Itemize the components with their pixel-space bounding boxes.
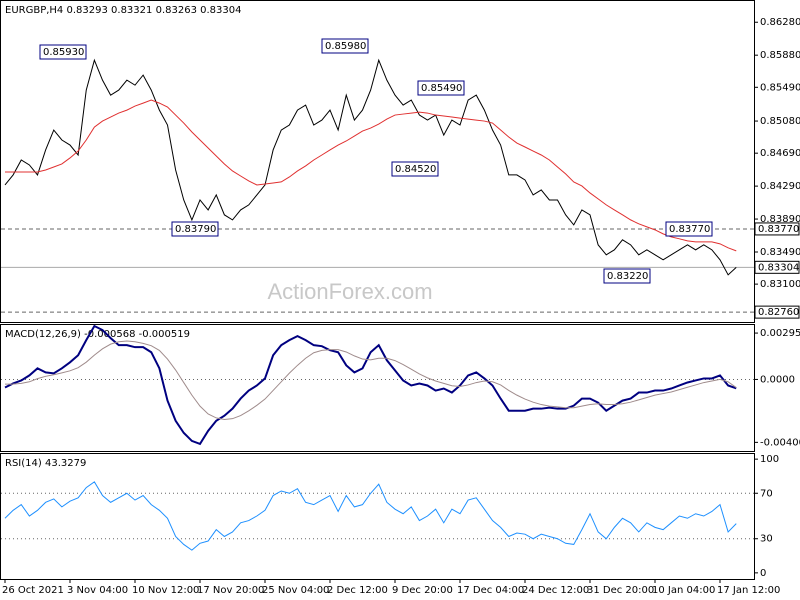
x-tick-label: 3 Nov 04:00 xyxy=(67,585,128,596)
symbol: EURGBP,H4 xyxy=(5,5,63,16)
y-tick-label: 0.85490 xyxy=(760,82,800,93)
y-tick-label: 0.85880 xyxy=(760,50,800,61)
series-line xyxy=(4,58,737,276)
y-tick-label: 0.85080 xyxy=(760,116,800,127)
x-tick-label: 17 Nov 20:00 xyxy=(197,585,264,596)
y-tick-label: 0.0000 xyxy=(760,374,795,385)
x-tick-label: 31 Dec 20:00 xyxy=(587,585,654,596)
annotation: 0.85930 xyxy=(43,47,84,58)
y-tick-label: 0.83490 xyxy=(760,247,800,258)
y-tick-label: 0 xyxy=(760,568,766,579)
y-tick-label: 70 xyxy=(760,488,773,499)
y-tick-label: 0.86280 xyxy=(760,17,800,28)
annotation-box xyxy=(603,268,651,284)
series-line xyxy=(5,340,737,420)
series-line xyxy=(5,99,737,252)
header: EURGBP,H4 0.83293 0.83321 0.83263 0.8330… xyxy=(5,5,241,16)
main-panel xyxy=(0,0,755,323)
open: 0.83293 xyxy=(66,5,107,16)
high: 0.83321 xyxy=(111,5,152,16)
level-label: 0.82760 xyxy=(758,307,799,318)
y-tick-label: -0.004009 xyxy=(760,437,800,448)
x-tick-label: 10 Jan 04:00 xyxy=(652,585,715,596)
x-tick-label: 25 Nov 04:00 xyxy=(262,585,329,596)
rsi-header: RSI(14) 43.3279 xyxy=(5,458,86,469)
x-tick-label: 24 Dec 12:00 xyxy=(522,585,589,596)
annotation-box xyxy=(391,161,439,177)
rsi-panel xyxy=(0,453,755,580)
x-tick-label: 17 Jan 12:00 xyxy=(717,585,780,596)
macd-value: -0.000568 xyxy=(84,329,135,340)
annotation-box xyxy=(321,38,369,54)
close: 0.83304 xyxy=(200,5,241,16)
annotation-box xyxy=(417,80,465,96)
annotation-box xyxy=(39,44,87,60)
series-line xyxy=(4,481,737,551)
current-price-tag xyxy=(754,260,800,274)
macd-header: MACD(12,26,9) -0.000568 -0.000519 xyxy=(5,329,190,340)
annotation-box xyxy=(665,221,713,237)
low: 0.83263 xyxy=(156,5,197,16)
macd-panel xyxy=(0,324,755,452)
level-tag xyxy=(754,305,800,319)
macd-title: MACD(12,26,9) xyxy=(5,329,81,340)
x-tick-label: 9 Dec 20:00 xyxy=(392,585,453,596)
y-tick-label: 0.83890 xyxy=(760,214,800,225)
y-tick-label: 0.002955 xyxy=(760,328,800,339)
level-tag xyxy=(754,222,800,236)
annotation-box xyxy=(171,221,219,237)
y-tick-label: 30 xyxy=(760,534,773,545)
annotation: 0.83770 xyxy=(669,224,710,235)
x-tick-label: 2 Dec 12:00 xyxy=(327,585,388,596)
y-tick-label: 0.84290 xyxy=(760,181,800,192)
rsi-value: 43.3279 xyxy=(45,458,86,469)
annotation: 0.85980 xyxy=(325,41,366,52)
x-tick-label: 26 Oct 2021 xyxy=(2,585,64,596)
annotation: 0.83220 xyxy=(607,271,648,282)
rsi-title: RSI(14) xyxy=(5,458,42,469)
series-line xyxy=(4,324,737,446)
x-tick-label: 10 Nov 12:00 xyxy=(132,585,199,596)
annotation: 0.84520 xyxy=(395,164,436,175)
y-tick-label: 0.84690 xyxy=(760,148,800,159)
y-tick-label: 100 xyxy=(760,454,779,465)
y-tick-label: 0.83100 xyxy=(760,279,800,290)
watermark: ActionForex.com xyxy=(267,279,432,304)
signal-value: -0.000519 xyxy=(139,329,190,340)
annotation: 0.83790 xyxy=(175,224,216,235)
current-price-label: 0.83304 xyxy=(758,262,799,273)
annotation: 0.85490 xyxy=(421,83,462,94)
x-tick-label: 17 Dec 04:00 xyxy=(457,585,524,596)
level-label: 0.83770 xyxy=(758,224,799,235)
